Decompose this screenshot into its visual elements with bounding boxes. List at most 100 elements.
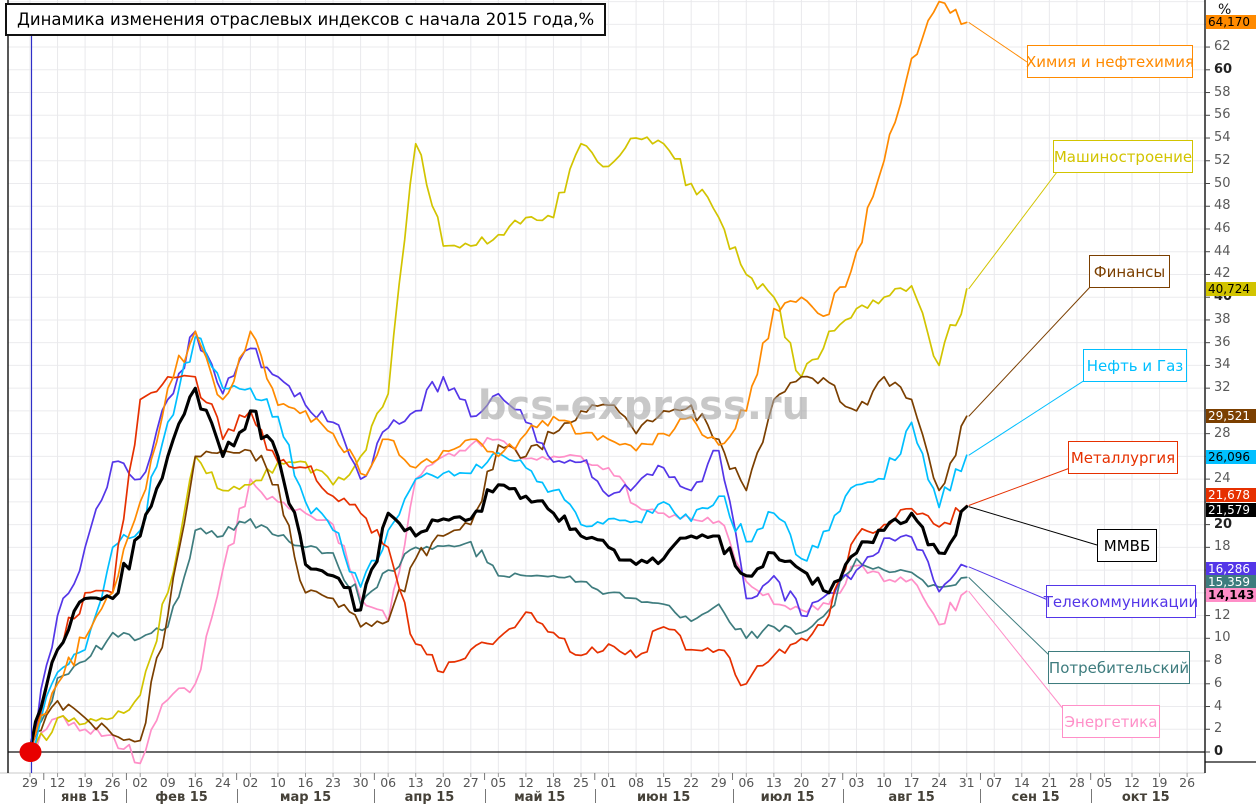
y-tick-56: 56 [1214, 107, 1231, 123]
legend-oil[interactable]: Нефть и Газ [1083, 349, 1187, 382]
y-tick-44: 44 [1214, 243, 1231, 259]
legend-fin[interactable]: Финансы [1089, 255, 1170, 288]
x-tick-41: 19 [1151, 775, 1168, 790]
legend-callout-energo [968, 590, 1065, 711]
price-badge-energo: 14,143 [1206, 588, 1256, 603]
month-separator [374, 789, 376, 803]
price-badge-fin: 29,521 [1206, 409, 1256, 424]
month-label-янв: янв 15 [61, 790, 110, 805]
y-tick-0: 0 [1214, 744, 1224, 759]
x-tick-5: 09 [159, 775, 176, 790]
legend-energo[interactable]: Энергетика [1062, 705, 1160, 738]
x-tick-4: 02 [132, 775, 149, 790]
y-tick-54: 54 [1214, 130, 1231, 146]
y-tick-38: 38 [1214, 311, 1231, 327]
legend-callout-fin [968, 285, 1092, 417]
y-tick-36: 36 [1214, 334, 1231, 350]
start-marker-dot[interactable] [19, 742, 42, 762]
y-tick-4: 4 [1214, 698, 1223, 714]
month-label-апр: апр 15 [404, 790, 455, 805]
x-tick-23: 15 [655, 775, 672, 790]
x-tick-3: 26 [104, 775, 121, 790]
x-tick-32: 17 [903, 775, 920, 790]
x-tick-28: 20 [793, 775, 810, 790]
y-tick-8: 8 [1214, 653, 1223, 669]
legend-callout-chem [968, 21, 1028, 63]
month-separator [842, 789, 844, 803]
x-tick-26: 06 [738, 775, 755, 790]
price-badge-telecom: 16,286 [1206, 561, 1256, 576]
y-tick-62: 62 [1214, 39, 1231, 55]
price-badge-oil: 26,096 [1206, 450, 1256, 465]
x-tick-19: 18 [545, 775, 562, 790]
watermark: bcs-express.ru [478, 383, 810, 429]
series-line-chem [29, 0, 968, 753]
month-separator [236, 789, 238, 803]
x-tick-24: 22 [683, 775, 700, 790]
month-separator [1090, 789, 1092, 803]
x-tick-38: 28 [1068, 775, 1085, 790]
x-tick-15: 20 [435, 775, 452, 790]
x-tick-10: 16 [297, 775, 314, 790]
y-tick-18: 18 [1214, 539, 1231, 555]
month-label-сен: сен 15 [1011, 790, 1060, 805]
x-tick-18: 12 [517, 775, 534, 790]
y-tick-52: 52 [1214, 152, 1231, 168]
x-tick-13: 06 [380, 775, 397, 790]
month-label-мар: мар 15 [279, 790, 332, 805]
x-tick-27: 13 [765, 775, 782, 790]
month-label-авг: авг 15 [888, 790, 935, 805]
x-tick-9: 10 [269, 775, 286, 790]
x-tick-36: 14 [1013, 775, 1030, 790]
y-tick-10: 10 [1214, 630, 1231, 646]
series-line-mmvb [28, 386, 969, 754]
price-badge-metal: 21,678 [1206, 487, 1256, 502]
month-label-фев: фев 15 [155, 790, 208, 805]
legend-mash[interactable]: Машиностроение [1053, 140, 1193, 173]
x-tick-14: 13 [407, 775, 424, 790]
x-tick-2: 19 [77, 775, 94, 790]
legend-callout-oil [968, 379, 1086, 456]
x-tick-0: 29 [22, 775, 38, 790]
x-tick-12: 30 [352, 775, 369, 790]
x-tick-34: 31 [958, 775, 975, 790]
month-label-июн: июн 15 [636, 790, 691, 805]
month-separator [484, 789, 486, 803]
x-tick-16: 27 [462, 775, 479, 790]
y-tick-42: 42 [1214, 266, 1231, 282]
x-tick-29: 27 [820, 775, 837, 790]
legend-mmvb[interactable]: ММВБ [1097, 529, 1157, 562]
y-tick-20: 20 [1214, 516, 1233, 532]
x-tick-40: 12 [1124, 775, 1140, 790]
x-tick-39: 05 [1096, 775, 1113, 790]
y-tick-60: 60 [1214, 61, 1233, 77]
price-badge-chem: 64,170 [1206, 15, 1256, 30]
y-tick-34: 34 [1214, 357, 1231, 373]
month-separator [980, 789, 982, 803]
x-tick-31: 10 [876, 775, 892, 790]
chart-title: Динамика изменения отраслевых индексов с… [5, 3, 607, 36]
x-tick-35: 07 [986, 775, 1003, 790]
month-separator [126, 789, 128, 803]
legend-chem[interactable]: Химия и нефтехимия [1026, 45, 1194, 78]
legend-potreb[interactable]: Потребительский [1048, 651, 1190, 684]
price-badge-mash: 40,724 [1206, 281, 1256, 296]
month-label-июл: июл 15 [760, 790, 815, 805]
y-tick-46: 46 [1214, 220, 1231, 236]
y-tick-32: 32 [1214, 380, 1231, 396]
y-tick-50: 50 [1214, 175, 1231, 191]
x-tick-30: 03 [848, 775, 865, 790]
legend-telecom[interactable]: Телекоммуникации [1044, 585, 1198, 618]
x-tick-20: 25 [573, 775, 589, 790]
x-tick-37: 21 [1041, 775, 1058, 790]
x-tick-17: 05 [490, 775, 507, 790]
series-line-oil [29, 336, 968, 753]
month-label-окт: окт 15 [1121, 790, 1170, 805]
legend-metal[interactable]: Металлургия [1068, 441, 1178, 474]
x-tick-8: 02 [242, 775, 259, 790]
y-tick-48: 48 [1214, 198, 1231, 214]
month-separator [43, 789, 45, 803]
series-line-mash [29, 136, 968, 753]
